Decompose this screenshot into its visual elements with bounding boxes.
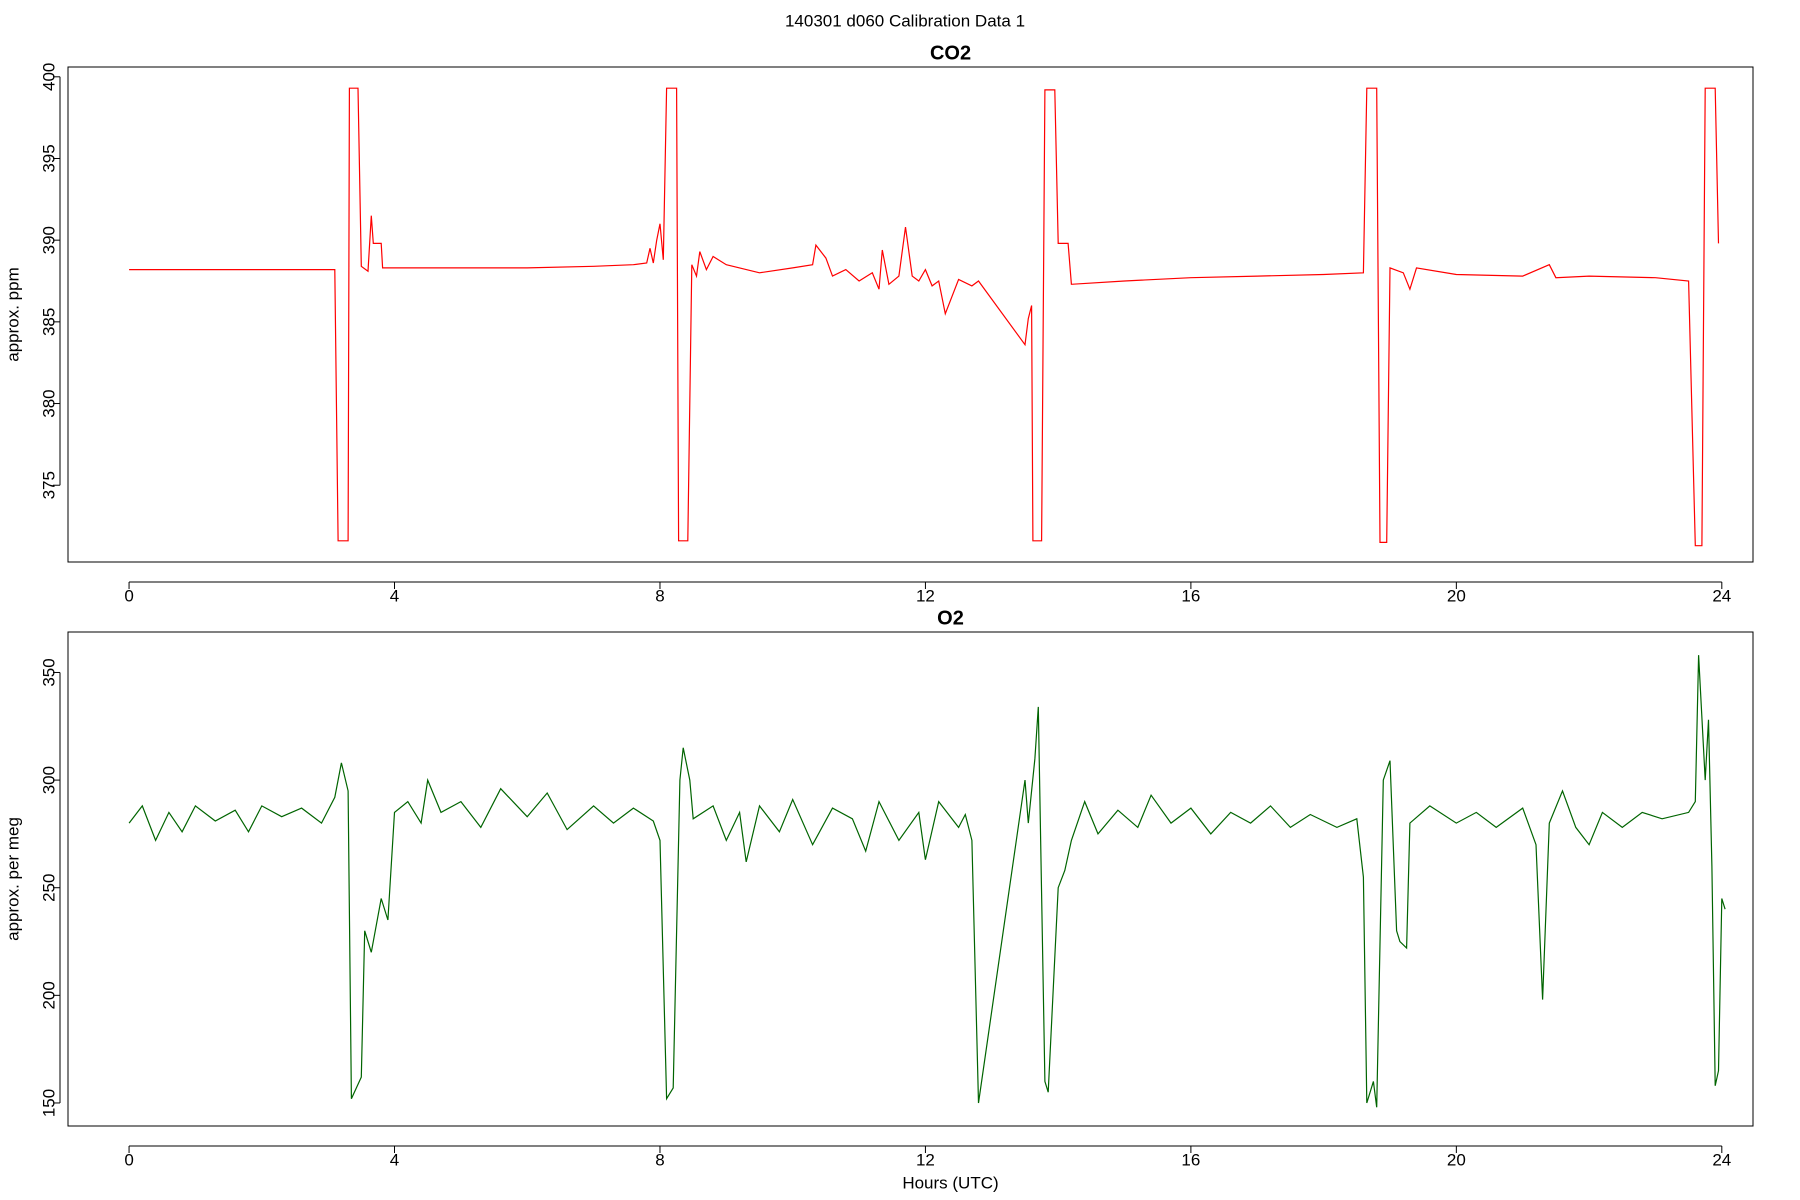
y-tick-label: 200 [39,981,58,1009]
x-tick-label: 4 [390,1150,399,1169]
panel-title: O2 [937,607,964,629]
x-tick-label: 16 [1181,586,1200,605]
plot-frame [67,631,1754,1127]
x-tick-label: 24 [1712,586,1731,605]
x-tick-label: 12 [916,586,935,605]
panel-title: CO2 [930,42,971,64]
x-tick-label: 0 [124,1150,133,1169]
y-tick-label: 375 [39,471,58,499]
x-tick-label: 24 [1712,1150,1731,1169]
x-tick-label: 16 [1181,1150,1200,1169]
y-tick-label: 250 [39,874,58,902]
x-tick-label: 12 [916,1150,935,1169]
x-tick-label: 20 [1447,1150,1466,1169]
figure-title: 140301 d060 Calibration Data 1 [785,11,1025,30]
y-tick-label: 385 [39,308,58,336]
y-tick-label: 350 [39,658,58,686]
x-tick-label: 20 [1447,586,1466,605]
data-line [128,655,1726,1108]
x-tick-label: 4 [390,586,399,605]
x-axis-label: Hours (UTC) [902,1173,998,1192]
x-tick-label: 8 [655,1150,664,1169]
y-tick-label: 400 [39,63,58,91]
data-line [129,87,1720,547]
y-tick-label: 395 [39,144,58,172]
x-tick-label: 8 [655,586,664,605]
y-axis-label: approx. per meg [3,817,22,941]
y-tick-label: 300 [39,766,58,794]
y-tick-label: 150 [39,1089,58,1117]
y-axis-label: approx. ppm [3,267,22,362]
y-tick-label: 380 [39,389,58,417]
plot-frame [67,66,1754,563]
x-tick-label: 0 [124,586,133,605]
y-tick-label: 390 [39,226,58,254]
